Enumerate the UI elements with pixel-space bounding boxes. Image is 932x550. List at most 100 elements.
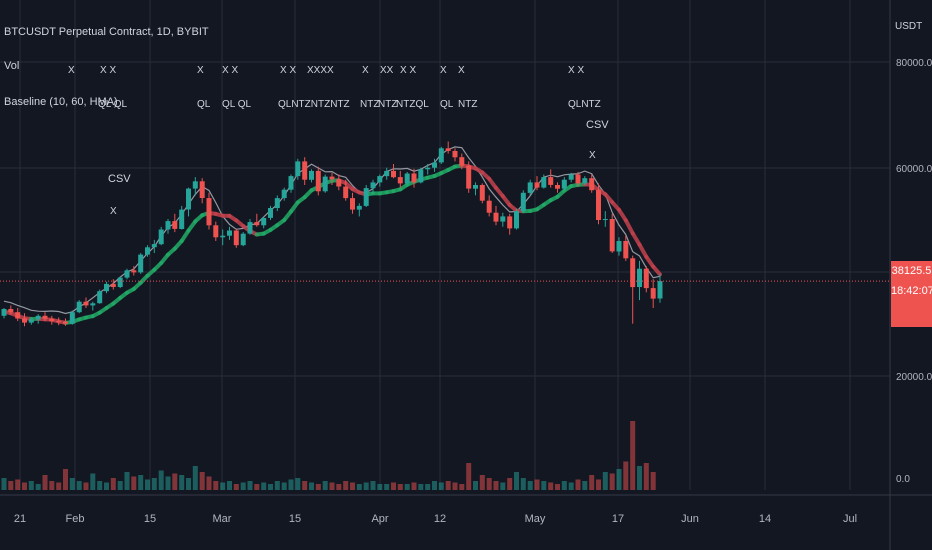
candle-body [295,161,301,177]
signal-label: QL QL [98,99,128,110]
candle-body [630,258,636,288]
volume-bar [76,481,82,490]
candle-body [288,176,294,190]
csv-x-marker: X [110,206,117,217]
volume-bar [35,484,41,490]
volume-bar [83,482,89,490]
volume-bar [90,473,96,490]
volume-bar [186,478,191,490]
volume-bar [575,479,581,490]
candle-body [69,312,75,324]
volume-bar [555,484,560,490]
candle-body [165,221,171,230]
candle-body [507,216,513,229]
last-price-tag: 38125.5 18:42:07 [891,261,932,327]
volume-bar [520,478,526,490]
candle-body [500,216,506,222]
time-tick-label: Mar [213,513,232,525]
volume-bar [350,482,355,490]
volume-bar [404,484,410,490]
candle-body [268,208,273,218]
candle-body [22,318,27,323]
candle-body [514,211,519,229]
candle-body [452,151,458,158]
candle-body [561,179,567,189]
volume-bar [384,484,390,490]
candle-body [35,315,41,320]
volume-bar [445,481,451,490]
volume-bar [637,466,642,490]
candle-body [479,185,485,201]
candle-body [254,222,260,226]
volume-bar [138,475,144,490]
last-price-value: 38125.5 [891,265,932,277]
volume-bar [643,463,649,490]
time-tick-label: 17 [612,513,624,525]
volume-bar [281,482,287,490]
time-tick-label: 14 [759,513,771,525]
volume-bar [28,481,34,490]
candle-body [596,190,601,220]
bar-countdown: 18:42:07 [891,285,932,297]
candle-body [568,174,574,180]
signal-x-marker: X [197,65,204,76]
volume-bar [261,482,267,490]
candle-body [158,229,164,245]
baseline-segment [623,218,635,236]
signal-label: NTZ [360,99,379,110]
candle-body [213,225,219,238]
baseline-indicator-label[interactable]: Baseline (10, 60, HMA) [4,96,118,108]
time-tick-label: Feb [66,513,85,525]
candle-body [192,181,198,189]
candle-body [131,270,137,273]
candle-body [233,230,239,246]
candle-body [247,222,253,234]
candle-body [186,188,191,210]
volume-bar [452,482,458,490]
candle-body [616,241,622,252]
signal-x-marker: X X [100,65,116,76]
candle-body [643,268,649,289]
candle-body [555,185,560,189]
volume-bar [42,475,48,490]
candle-body [76,301,82,313]
candle-body [1,309,7,316]
volume-bar [295,478,301,490]
candle-body [459,157,465,166]
candle-body [356,205,362,210]
candle-body [42,315,48,319]
time-tick-label: Jul [843,513,857,525]
volume-bar [172,473,178,490]
candle-body [322,176,328,192]
price-tick-label: 0.0 [896,474,910,485]
currency-label[interactable]: USDT [895,21,923,32]
candle-body [370,182,376,189]
volume-bar [97,481,103,490]
volume-bar [288,479,294,490]
volume-bar [309,482,314,490]
volume-bar [602,472,608,490]
volume-bar [192,466,198,490]
volume-bar [363,482,369,490]
volume-bar [56,482,62,490]
volume-bar [179,475,185,490]
volume-bar [370,481,376,490]
candle-body [363,188,369,206]
candle-body [8,309,14,313]
volume-bar [397,484,403,490]
candle-body [110,283,116,287]
signal-label: QL [197,99,211,110]
volume-bar [343,481,349,490]
candle-body [411,173,417,183]
volume-indicator-label[interactable]: Vol [4,60,20,72]
signal-label: NTZ [458,99,477,110]
candle-body [179,209,185,229]
candle-body [637,268,642,287]
volume-bar [274,481,280,490]
candle-body [582,178,588,184]
candle-body [657,281,663,299]
signal-label: NTZ [378,99,397,110]
candle-body [97,291,103,304]
